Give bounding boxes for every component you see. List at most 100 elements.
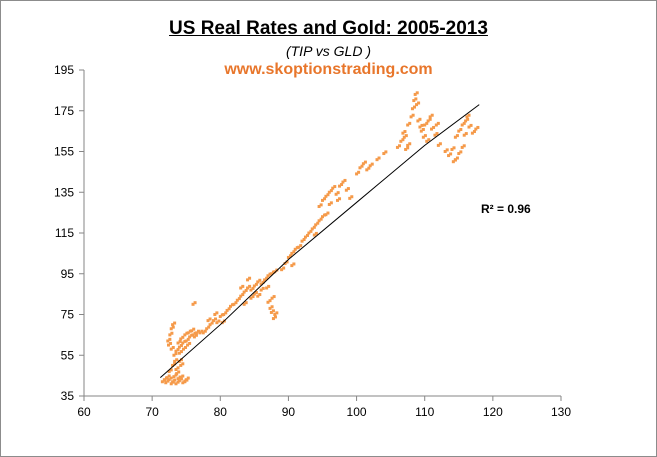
data-point [166, 343, 170, 347]
chart-title: US Real Rates and Gold: 2005-2013 [169, 18, 488, 39]
data-point [348, 196, 352, 200]
data-point [317, 219, 321, 223]
data-point [256, 280, 260, 284]
data-point [382, 152, 386, 156]
data-point [192, 327, 196, 331]
data-point [451, 160, 455, 164]
data-point [232, 302, 236, 306]
data-point [272, 295, 276, 299]
data-point [321, 215, 324, 219]
data-point [215, 311, 219, 315]
data-point [181, 381, 185, 385]
data-point [186, 343, 190, 347]
data-point [266, 274, 270, 278]
data-point [297, 245, 301, 249]
data-point [268, 299, 272, 303]
data-point [423, 123, 427, 127]
data-point [175, 358, 179, 362]
data-point [169, 347, 173, 351]
data-point [263, 278, 267, 282]
data-point [459, 150, 463, 154]
data-point [462, 133, 466, 137]
data-point [261, 286, 265, 290]
data-point [270, 305, 274, 309]
data-point [418, 125, 422, 129]
data-point [469, 123, 473, 127]
data-point [408, 142, 412, 146]
data-point [285, 260, 289, 264]
data-point [167, 370, 171, 374]
y-tick-label: 55 [61, 348, 75, 362]
data-point [206, 319, 210, 323]
data-point [324, 194, 328, 198]
data-point [370, 162, 374, 166]
data-point [335, 198, 339, 202]
y-tick-label: 195 [54, 63, 74, 77]
data-point [179, 350, 183, 354]
data-point [169, 376, 173, 380]
data-point [462, 121, 466, 125]
data-point [242, 302, 246, 306]
data-point [476, 125, 480, 129]
r-squared-label: R² = 0.96 [481, 202, 531, 216]
data-point [319, 217, 323, 221]
data-point [188, 335, 192, 339]
data-point [292, 250, 296, 254]
data-point [172, 375, 176, 379]
data-point [367, 166, 371, 170]
data-point [198, 331, 202, 335]
data-point [271, 317, 275, 321]
data-point [425, 139, 429, 143]
y-tick-label: 155 [54, 145, 74, 159]
data-point [434, 123, 438, 127]
data-point [176, 341, 180, 345]
data-point [464, 119, 468, 123]
data-point [467, 125, 471, 129]
data-point [447, 154, 451, 158]
data-point [171, 363, 175, 367]
data-point [338, 184, 342, 188]
data-point [341, 180, 345, 184]
data-point [306, 233, 310, 237]
data-point [314, 223, 318, 227]
data-point [450, 147, 454, 151]
data-point [312, 233, 316, 237]
data-point [251, 286, 255, 290]
data-point [312, 225, 316, 229]
data-point [181, 347, 185, 351]
x-tick-label: 120 [483, 405, 503, 419]
data-point [408, 121, 412, 125]
data-point [237, 297, 241, 301]
data-point [433, 133, 437, 137]
data-point [178, 339, 182, 343]
data-point [162, 378, 166, 382]
x-tick-label: 70 [145, 405, 159, 419]
data-point [310, 227, 314, 231]
data-point [412, 99, 416, 103]
y-tick-label: 75 [61, 308, 75, 322]
y-tick-label: 135 [54, 185, 74, 199]
data-point [194, 331, 198, 335]
data-point [432, 125, 436, 129]
data-point [167, 378, 171, 382]
data-point [346, 187, 350, 191]
data-point [248, 276, 252, 280]
data-point [174, 349, 178, 353]
data-point [174, 368, 178, 372]
data-point [179, 358, 183, 362]
data-point [307, 231, 311, 235]
data-point [241, 284, 245, 288]
data-point [184, 346, 188, 350]
data-point [452, 146, 456, 150]
data-point [428, 117, 432, 121]
data-point [176, 348, 180, 352]
data-point [181, 374, 185, 378]
data-point [177, 379, 181, 383]
data-point [435, 132, 439, 136]
data-point [423, 134, 427, 138]
trendline [159, 104, 480, 379]
data-point [258, 278, 262, 282]
data-point [375, 158, 379, 162]
data-point [282, 266, 286, 270]
